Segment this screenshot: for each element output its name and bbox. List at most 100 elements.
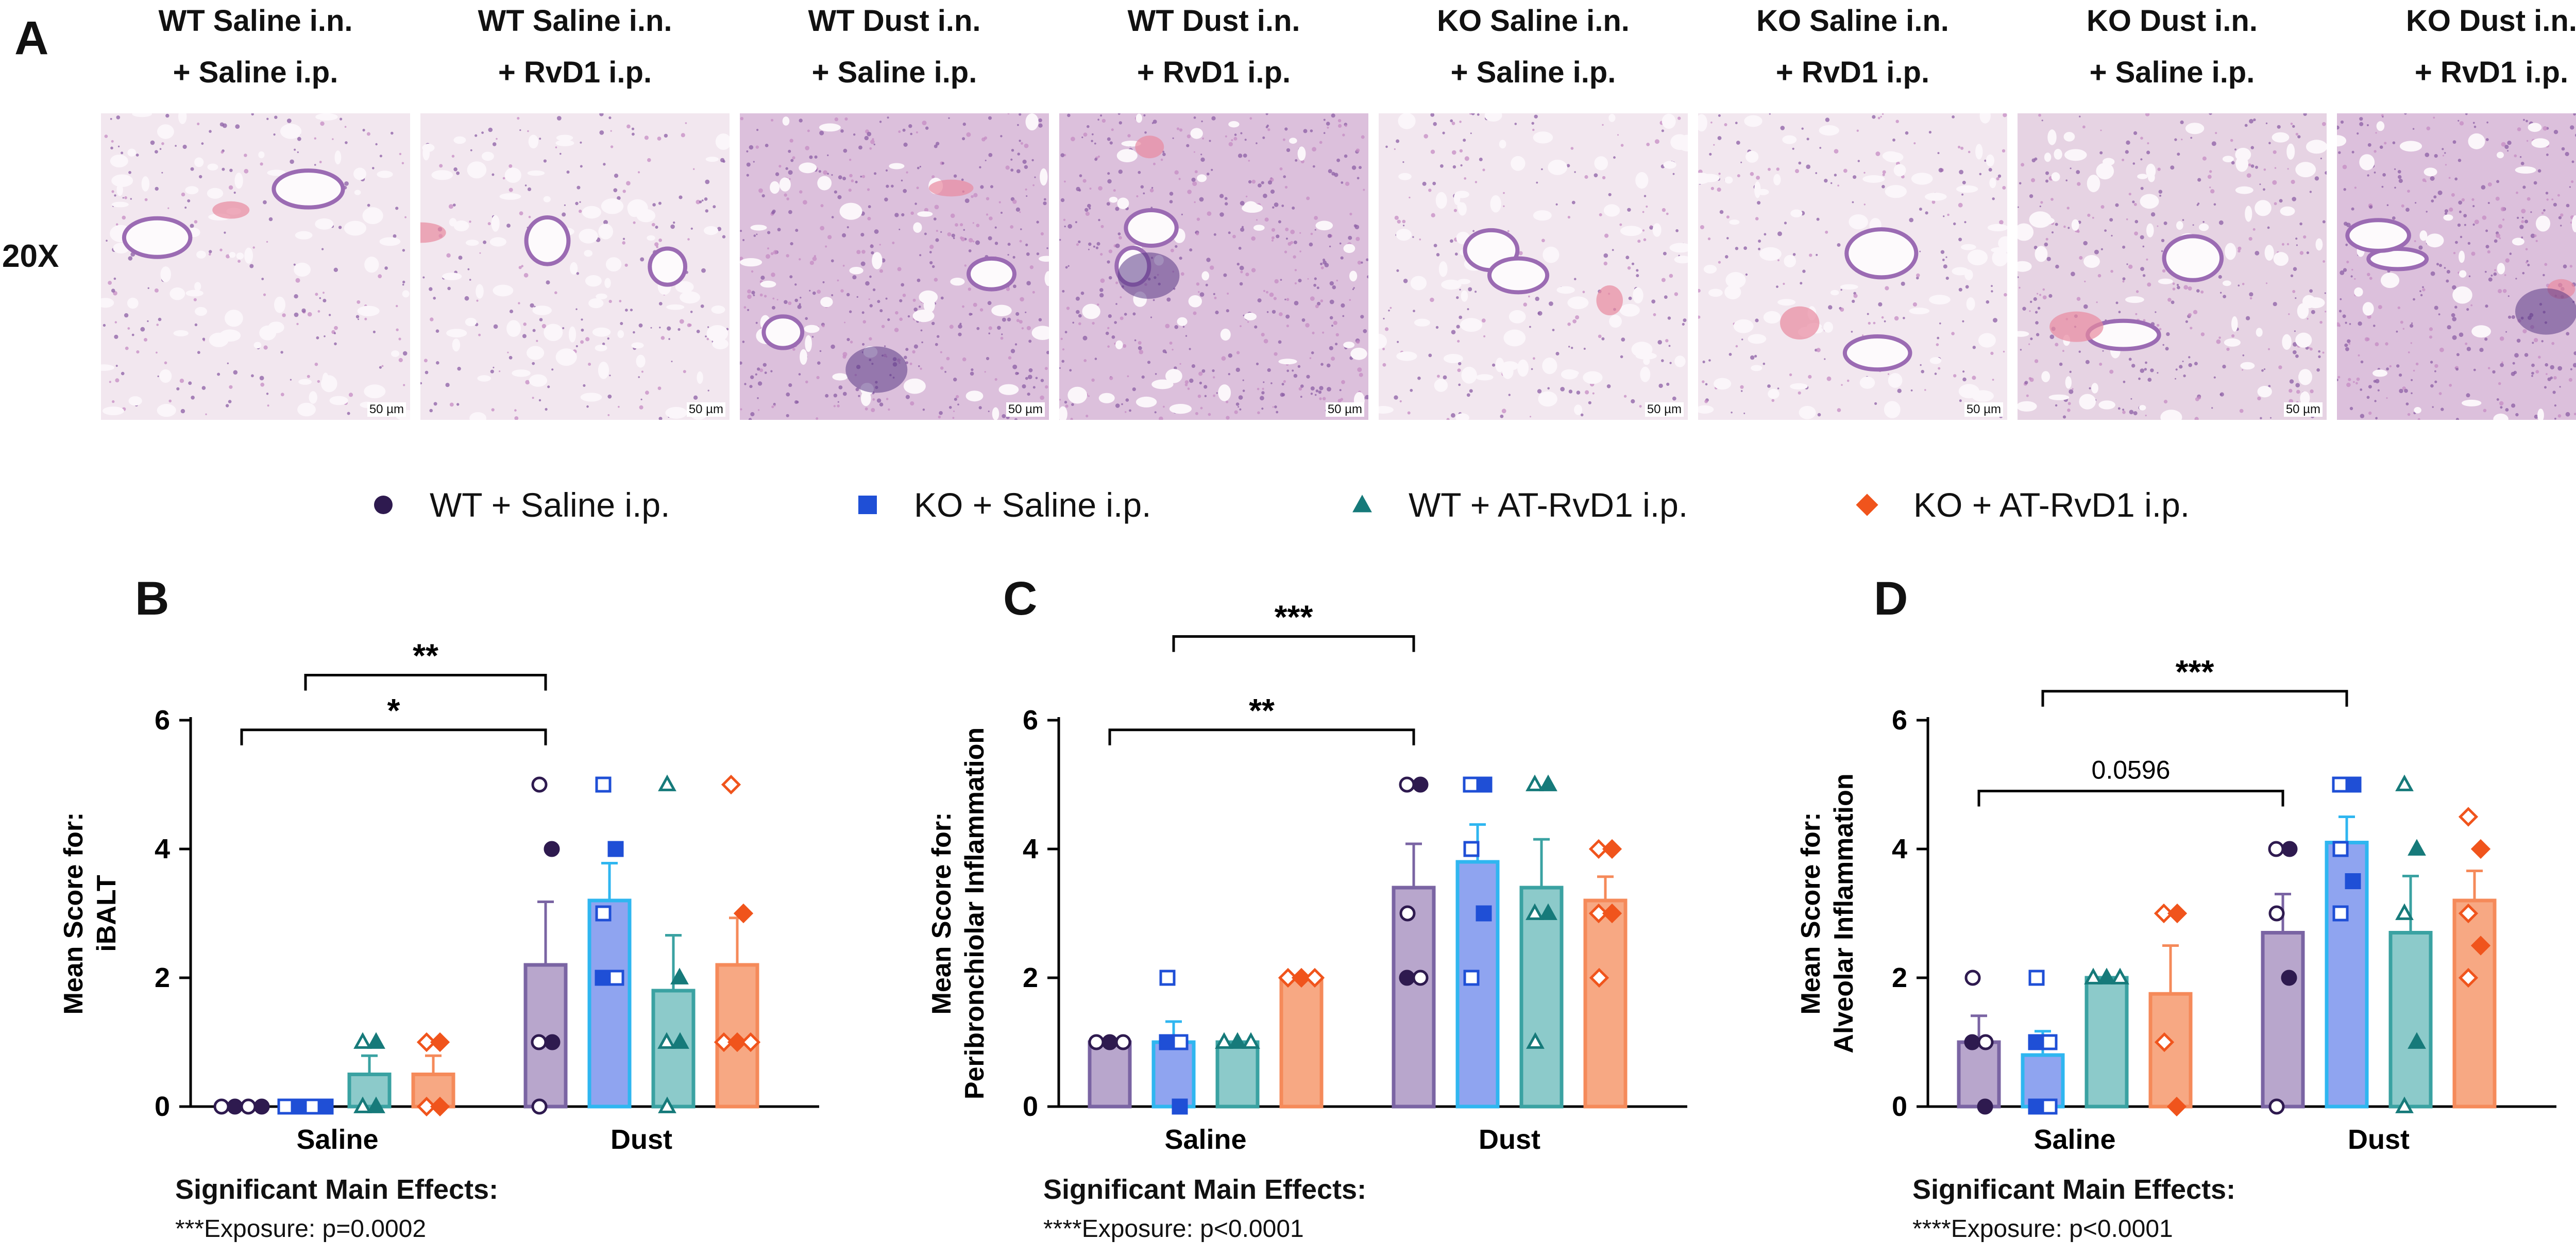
data-point	[2345, 873, 2361, 889]
data-point	[416, 1096, 437, 1117]
y-tick-label: 2	[1023, 962, 1038, 993]
y-tick-label: 6	[1892, 705, 1907, 736]
significance-bracket	[1172, 635, 1415, 652]
data-point	[240, 1098, 257, 1115]
significance-bracket	[1977, 790, 2284, 807]
main-effects-title: Significant Main Effects:	[1912, 1174, 2236, 1205]
bar	[1151, 1040, 1196, 1109]
data-point	[2395, 903, 2414, 920]
triangle-marker-icon	[1352, 495, 1372, 513]
x-category-label: Saline	[296, 1124, 378, 1155]
histology-image: 50 µm	[420, 113, 730, 420]
significance-bracket	[2041, 690, 2348, 707]
data-point	[607, 841, 624, 857]
bar	[1392, 886, 1436, 1109]
column-title-line2: + RvD1 i.p.	[1775, 56, 1930, 89]
data-point	[1539, 903, 1557, 920]
data-point	[2041, 1098, 2058, 1115]
data-point	[670, 967, 689, 984]
significance-bracket	[1108, 728, 1415, 745]
scale-bar-label: 50 µm	[1964, 402, 2003, 417]
histology-image: 50 µm	[101, 113, 410, 420]
data-point	[2028, 1098, 2044, 1115]
data-point	[595, 970, 611, 986]
y-tick-label: 4	[1023, 834, 1038, 864]
data-point	[277, 1098, 294, 1115]
significance-bracket	[304, 674, 547, 691]
bar	[1519, 886, 1564, 1109]
y-tick-label: 6	[155, 705, 170, 736]
scale-bar-label: 50 µm	[686, 402, 725, 417]
y-tick-label: 2	[1892, 962, 1907, 993]
data-point	[1526, 1032, 1545, 1049]
data-point	[1172, 1034, 1189, 1050]
data-point	[2281, 970, 2297, 986]
data-point	[291, 1098, 307, 1115]
legend-label: KO + Saline i.p.	[914, 486, 1151, 524]
data-point	[317, 1098, 334, 1115]
histology-image: 50 µm	[1379, 113, 1688, 420]
data-point	[1088, 1034, 1105, 1050]
column-title-line2: + Saline i.p.	[173, 56, 338, 89]
significance-label: ***	[1275, 599, 1313, 636]
significance-label: **	[1249, 692, 1275, 729]
data-point	[2268, 905, 2285, 922]
data-point	[2332, 841, 2349, 857]
data-point	[2028, 970, 2045, 986]
data-point	[1101, 1034, 1118, 1050]
bar	[1215, 1040, 1260, 1109]
data-point	[1588, 903, 1609, 924]
data-point	[1539, 774, 1557, 791]
significance-label: 0.0596	[2092, 756, 2171, 785]
data-point	[1159, 1034, 1175, 1050]
bar	[1088, 1040, 1132, 1109]
main-effects-title: Significant Main Effects:	[1043, 1174, 1367, 1205]
data-point	[2268, 1098, 2285, 1115]
data-point	[2332, 905, 2349, 922]
chart-panel-b: B 0 2 4 6 Mean Score for: iBALT Saline Dust ** * Si…	[0, 556, 876, 1257]
circle-marker-icon	[374, 496, 393, 514]
main-effects-text: ***Exposure: p=0.0002	[175, 1215, 427, 1243]
data-point	[658, 1096, 676, 1113]
panel-a-letter: A	[14, 12, 49, 64]
panel-letter: B	[135, 572, 170, 625]
data-point	[2470, 839, 2491, 859]
column-title-line1: KO Dust i.n.	[2406, 4, 2576, 38]
scale-bar-label: 50 µm	[1006, 402, 1045, 417]
y-tick-label: 0	[1023, 1091, 1038, 1122]
y-tick-label: 4	[155, 834, 170, 864]
data-point	[2084, 967, 2103, 984]
legend-item: WT + AT-RvD1 i.p.	[1350, 484, 1688, 525]
data-point	[2041, 1034, 2058, 1050]
histology-image: 50 µm	[2337, 113, 2576, 420]
bar	[347, 1073, 392, 1109]
data-point	[367, 1032, 385, 1049]
y-tick-label: 6	[1023, 705, 1038, 736]
square-marker-icon	[858, 496, 877, 514]
bar	[2388, 931, 2433, 1109]
data-point	[1463, 970, 1480, 986]
data-point	[733, 903, 754, 924]
data-point	[740, 1032, 761, 1052]
data-point	[1463, 841, 1480, 857]
bar	[2148, 992, 2193, 1109]
data-point	[714, 1032, 734, 1052]
bar	[2084, 976, 2129, 1109]
scale-bar-label: 50 µm	[367, 402, 406, 417]
histology-image: 50 µm	[1698, 113, 2007, 420]
data-point	[1399, 970, 1415, 986]
bar	[411, 1073, 455, 1109]
scale-bar-label: 50 µm	[2283, 402, 2323, 417]
data-point	[304, 1098, 320, 1115]
diamond-marker-icon	[1856, 494, 1878, 516]
data-point	[1588, 839, 1609, 859]
column-title-line2: + Saline i.p.	[1450, 56, 1616, 89]
data-point	[2281, 841, 2298, 857]
data-point	[353, 1032, 372, 1049]
data-point	[2458, 807, 2479, 827]
column-title-line1: WT Dust i.n.	[1127, 4, 1300, 38]
data-point	[1159, 970, 1176, 986]
data-point	[213, 1098, 230, 1115]
legend-label: WT + AT-RvD1 i.p.	[1409, 486, 1688, 524]
significance-label: ***	[2176, 653, 2214, 690]
